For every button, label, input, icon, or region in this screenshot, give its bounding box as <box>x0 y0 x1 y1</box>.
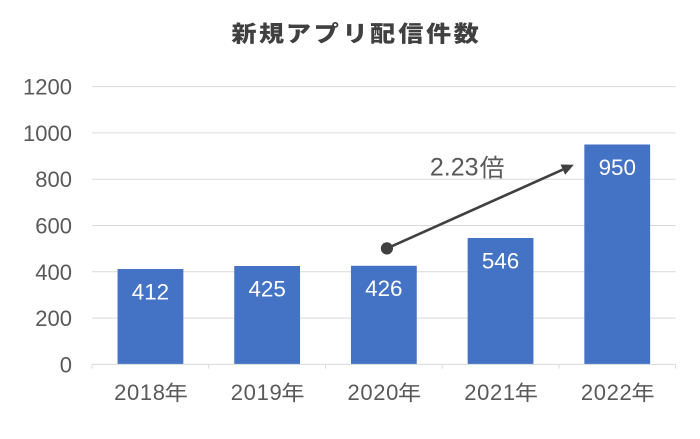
svg-text:2020: 2020 <box>348 380 400 405</box>
svg-text:400: 400 <box>35 260 72 285</box>
svg-text:200: 200 <box>35 306 72 331</box>
svg-text:426: 426 <box>365 276 402 301</box>
svg-text:425: 425 <box>248 276 285 301</box>
svg-text:1200: 1200 <box>23 75 72 100</box>
svg-text:1000: 1000 <box>23 121 72 146</box>
svg-text:546: 546 <box>482 248 519 273</box>
svg-text:412: 412 <box>132 279 169 304</box>
svg-text:2.23: 2.23 <box>430 154 479 182</box>
svg-text:950: 950 <box>599 155 636 180</box>
svg-text:600: 600 <box>35 214 72 239</box>
svg-text:2018: 2018 <box>114 380 166 405</box>
svg-text:800: 800 <box>35 167 72 192</box>
svg-text:2021: 2021 <box>464 380 516 405</box>
svg-text:2019: 2019 <box>231 380 283 405</box>
svg-text:0: 0 <box>60 352 72 377</box>
svg-text:2022: 2022 <box>581 380 633 405</box>
